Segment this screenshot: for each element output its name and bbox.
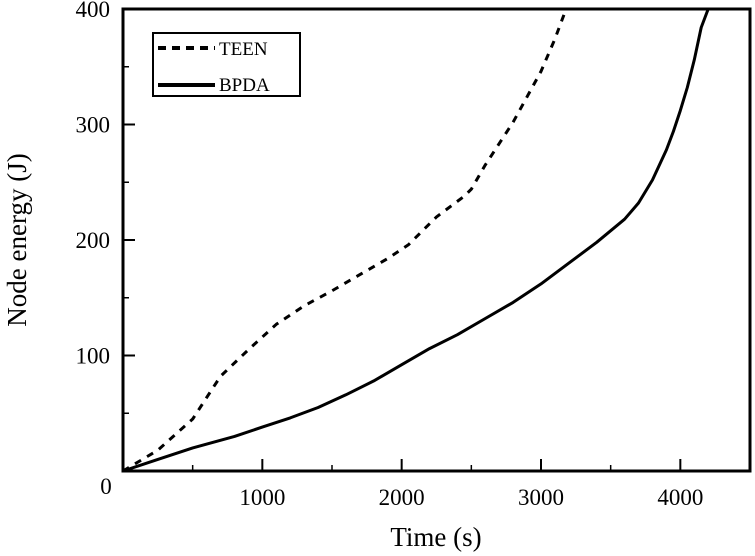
tick-labels: 1000 2000 3000 4000 0 100 200 300 400 xyxy=(76,0,704,510)
origin-tick-label: 0 xyxy=(100,474,112,499)
y-tick-label: 100 xyxy=(76,344,111,369)
series-line-bpda xyxy=(122,8,710,473)
x-axis-title: Time (s) xyxy=(390,522,481,552)
y-tick-label: 400 xyxy=(76,0,111,22)
series-layer xyxy=(122,8,710,473)
legend: TEEN BPDA xyxy=(152,32,301,97)
legend-box xyxy=(152,32,301,97)
plot-frame xyxy=(121,7,752,473)
y-axis-title: Node energy (J) xyxy=(2,153,32,326)
x-tick-label: 3000 xyxy=(518,485,564,510)
legend-bpda-label: BPDA xyxy=(219,75,270,96)
legend-teen-label: TEEN xyxy=(219,39,268,60)
x-tick-label: 1000 xyxy=(239,485,285,510)
x-tick-label: 4000 xyxy=(657,485,703,510)
x-tick-label: 2000 xyxy=(379,485,425,510)
y-tick-label: 300 xyxy=(76,113,111,138)
y-tick-label: 200 xyxy=(76,228,111,253)
series-line-teen xyxy=(122,8,568,473)
